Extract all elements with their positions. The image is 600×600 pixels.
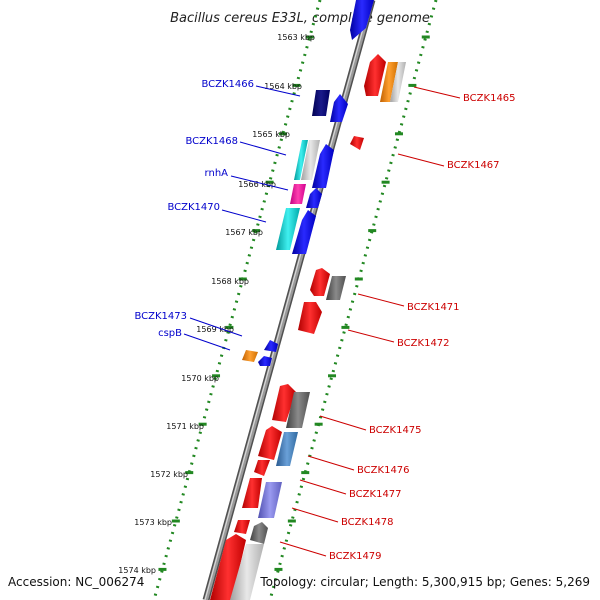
tick-label: 1564 kbp — [264, 82, 302, 91]
gene-BCZK1473[interactable] — [264, 340, 278, 352]
tick-label: 1567 kbp — [225, 228, 263, 237]
tick-label: 1570 kbp — [181, 374, 219, 383]
label-BCZK1478[interactable]: BCZK1478 — [341, 517, 394, 528]
tick-label: 1574 kbp — [118, 566, 156, 575]
label-BCZK1471[interactable]: BCZK1471 — [407, 302, 460, 313]
gene-arrow-forward[interactable] — [306, 188, 322, 208]
tick-label: 1565 kbp — [252, 130, 290, 139]
tick-label: 1568 kbp — [211, 277, 249, 286]
map-title: Bacillus cereus E33L, complete genome — [170, 11, 430, 26]
tick-label: 1566 kbp — [238, 180, 276, 189]
gene-arrow-reverse[interactable] — [390, 62, 406, 102]
forward-strand-genes — [242, 0, 374, 366]
label-BCZK1475[interactable]: BCZK1475 — [369, 425, 422, 436]
gene-BCZK1468[interactable] — [294, 140, 308, 180]
gene-arrow-forward[interactable] — [292, 210, 316, 254]
gene-arrow-reverse[interactable] — [286, 392, 310, 428]
label-BCZK1479[interactable]: BCZK1479 — [329, 551, 382, 562]
label-BCZK1477[interactable]: BCZK1477 — [349, 489, 402, 500]
tick-label: 1573 kbp — [134, 518, 172, 527]
label-BCZK1472[interactable]: BCZK1472 — [397, 338, 450, 349]
gene-cspB[interactable] — [242, 350, 258, 362]
gene-BCZK1467[interactable] — [350, 136, 364, 150]
gene-rnhA[interactable] — [290, 184, 306, 204]
reverse-strand-genes — [210, 54, 406, 600]
gene-arrow-forward[interactable] — [312, 144, 334, 188]
label-BCZK1465[interactable]: BCZK1465 — [463, 93, 516, 104]
gene-BCZK1477[interactable] — [242, 478, 262, 508]
gene-arrow-reverse[interactable] — [258, 426, 282, 460]
label-BCZK1468[interactable]: BCZK1468 — [185, 136, 238, 147]
left-gene-labels — [183, 85, 301, 351]
right-gene-labels — [279, 86, 461, 557]
label-rnhA[interactable]: rnhA — [205, 168, 229, 179]
gene-BCZK1479[interactable] — [210, 534, 246, 600]
gene-BCZK1472[interactable] — [298, 302, 322, 334]
tick-label: 1571 kbp — [166, 422, 204, 431]
label-BCZK1467[interactable]: BCZK1467 — [447, 160, 500, 171]
gene-BCZK1476[interactable] — [276, 432, 298, 466]
label-BCZK1476[interactable]: BCZK1476 — [357, 465, 410, 476]
gene-arrow-reverse[interactable] — [254, 460, 270, 476]
gene-arrow-forward[interactable] — [350, 0, 374, 40]
gene-BCZK1478[interactable] — [234, 520, 250, 534]
label-BCZK1473[interactable]: BCZK1473 — [134, 311, 187, 322]
gene-arrow-reverse[interactable] — [380, 62, 398, 102]
gene-BCZK1465[interactable] — [364, 54, 386, 96]
genome-summary-text: Topology: circular; Length: 5,300,915 bp… — [259, 575, 590, 589]
gene-arrow-forward[interactable] — [330, 94, 348, 122]
gene-BCZK1470[interactable] — [276, 208, 300, 250]
gene-BCZK1471[interactable] — [310, 268, 330, 296]
accession-text: Accession: NC_006274 — [8, 575, 144, 589]
tick-label: 1572 kbp — [150, 470, 188, 479]
gene-arrow-reverse[interactable] — [258, 482, 282, 518]
track-tick-marks — [158, 35, 430, 571]
gene-BCZK1466[interactable] — [312, 90, 330, 116]
gene-arrow-reverse[interactable] — [230, 544, 264, 600]
gene-arrow-reverse[interactable] — [326, 276, 346, 300]
gene-arrow-forward[interactable] — [258, 356, 272, 366]
label-BCZK1470[interactable]: BCZK1470 — [167, 202, 220, 213]
label-BCZK1466[interactable]: BCZK1466 — [201, 79, 254, 90]
label-cspB[interactable]: cspB — [158, 328, 182, 339]
gene-BCZK1468b[interactable] — [301, 140, 320, 180]
tick-label: 1569 kbp — [196, 325, 234, 334]
gene-arrow-reverse[interactable] — [250, 522, 268, 544]
gene-BCZK1475[interactable] — [272, 384, 296, 422]
kbp-scale: 1563 kbp 1564 kbp 1565 kbp 1566 kbp 1567… — [118, 33, 315, 575]
tick-label: 1563 kbp — [277, 33, 315, 42]
